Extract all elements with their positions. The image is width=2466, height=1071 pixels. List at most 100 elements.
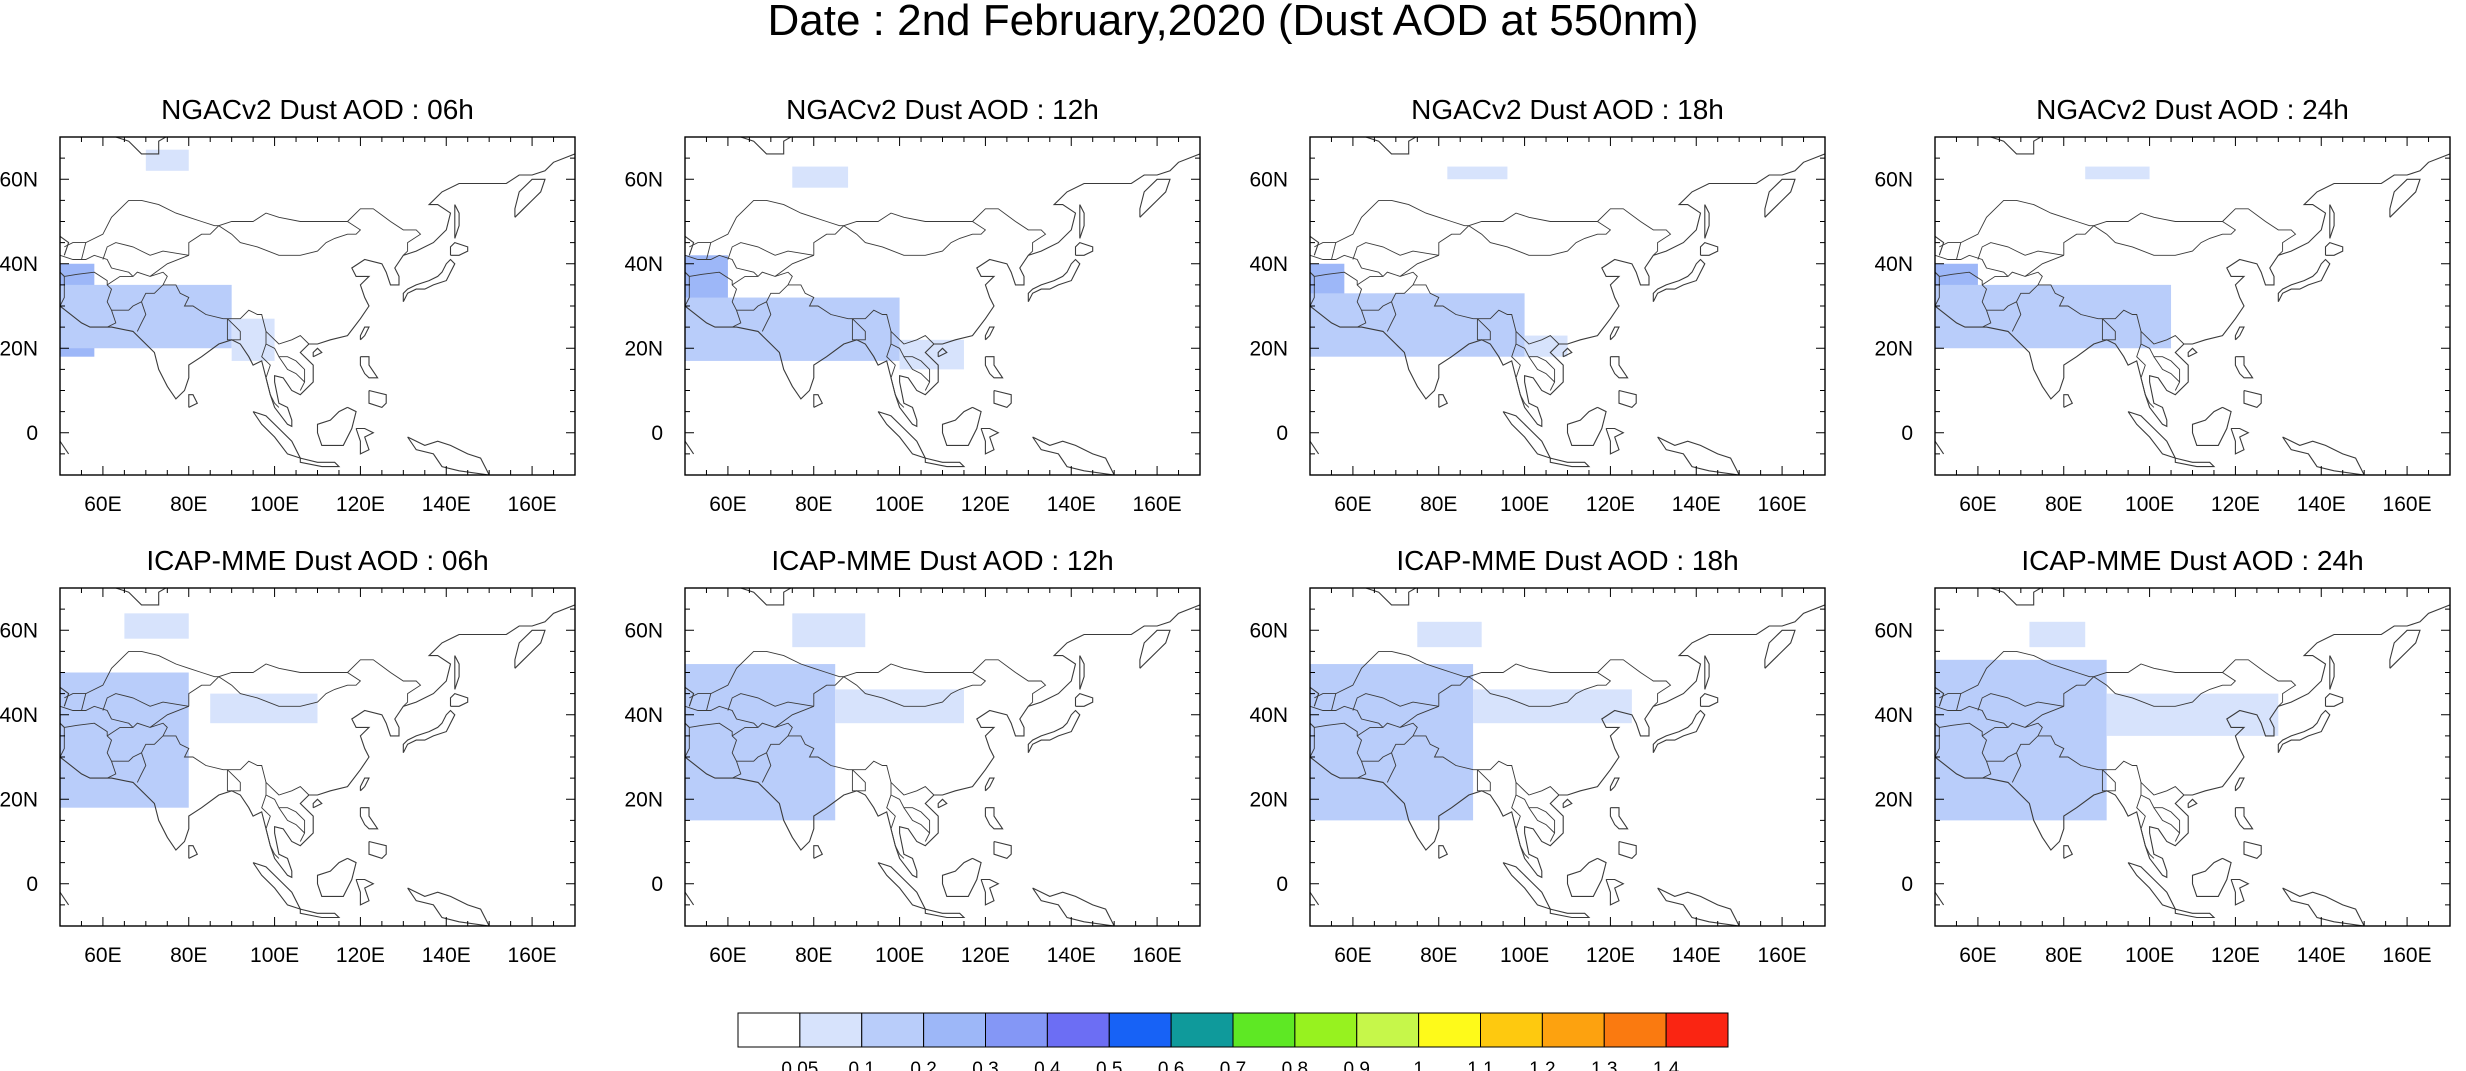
coastline: [924, 908, 966, 919]
y-tick-label: 20N: [1249, 788, 1288, 811]
coastline: [1079, 655, 1085, 690]
x-tick-label: 60E: [1959, 944, 1996, 967]
y-tick-label: 40N: [1249, 253, 1288, 276]
coastline: [2234, 777, 2245, 792]
coastline: [1764, 178, 1796, 218]
x-tick-label: 120E: [961, 493, 1010, 516]
coastline: [1935, 235, 1945, 256]
coastline: [1562, 798, 1573, 809]
country-border: [1515, 331, 1556, 391]
colorbar-tick-label: 0.05: [781, 1059, 818, 1071]
country-border: [710, 650, 844, 695]
coastline: [1609, 326, 1620, 341]
colorbar-tick-label: 1.4: [1653, 1059, 1680, 1071]
y-tick-label: 0: [651, 873, 663, 896]
coastline: [685, 262, 690, 277]
y-tick-label: 60N: [624, 168, 663, 191]
country-border: [149, 254, 189, 277]
x-tick-label: 60E: [709, 493, 746, 516]
colorbar-tick-label: 1.2: [1529, 1059, 1555, 1071]
coastline: [514, 178, 546, 218]
coastline: [1310, 153, 1825, 428]
y-tick-label: 20N: [0, 337, 38, 360]
country-border: [761, 752, 772, 783]
y-tick-label: 0: [1276, 873, 1288, 896]
coastline: [312, 798, 323, 809]
x-tick-label: 140E: [1047, 944, 1096, 967]
coastline: [937, 347, 948, 358]
coastline: [2324, 241, 2344, 256]
coastline: [1438, 845, 1449, 859]
country-border: [64, 271, 117, 328]
colorbar-swatch: [861, 1012, 925, 1048]
coastline: [2389, 629, 2421, 669]
y-tick-label: 20N: [0, 788, 38, 811]
coastline: [60, 686, 70, 707]
dust-aod-region: [1935, 284, 2172, 349]
country-border: [2024, 705, 2064, 728]
y-tick-label: 60N: [0, 619, 38, 642]
country-border: [2063, 659, 2297, 707]
country-border: [1977, 242, 2064, 260]
country-border: [1310, 254, 1384, 277]
coastline: [407, 887, 490, 926]
country-border: [2140, 782, 2181, 842]
colorbar-swatch: [1541, 1012, 1605, 1048]
coastline: [1364, 137, 1456, 155]
coastline: [449, 241, 469, 256]
colorbar-swatch: [1418, 1012, 1481, 1048]
coastline: [1618, 389, 1637, 409]
coastline: [1699, 692, 1719, 707]
country-border: [1511, 794, 1530, 859]
country-border: [60, 705, 134, 728]
coastline: [1074, 241, 1094, 256]
colorbar-swatch: [1108, 1012, 1172, 1048]
y-tick-label: 60N: [1249, 168, 1288, 191]
country-border: [1935, 276, 1940, 307]
coastline: [1566, 857, 1607, 897]
x-tick-label: 160E: [1133, 944, 1182, 967]
country-border: [64, 693, 87, 711]
coastline: [514, 629, 546, 669]
coastline: [2282, 887, 2365, 926]
map-panel: NGACv2 Dust AOD : 24h 60E 80E 100E 120E 140E 1…: [1874, 94, 2451, 516]
country-border: [1939, 271, 1992, 328]
country-border: [689, 722, 742, 779]
country-border: [685, 254, 759, 277]
y-tick-label: 40N: [1874, 253, 1913, 276]
country-border: [1468, 221, 1612, 256]
country-border: [1310, 705, 1384, 728]
country-border: [1413, 284, 1560, 345]
coastline: [2174, 457, 2216, 468]
country-border: [1314, 271, 1367, 328]
coastline: [2187, 347, 2198, 358]
coastline: [449, 692, 469, 707]
coastline: [1653, 474, 1710, 475]
coastline: [2234, 807, 2254, 830]
country-border: [163, 735, 310, 796]
coastline: [1139, 629, 1171, 669]
dust-aod-region: [2085, 166, 2150, 180]
x-tick-label: 120E: [2211, 493, 2260, 516]
coastline: [1657, 887, 1740, 926]
panel-title: NGACv2 Dust AOD : 18h: [1411, 94, 1724, 125]
country-border: [1386, 301, 1397, 332]
coastline: [1935, 440, 1945, 455]
coastline: [685, 604, 1200, 879]
panel-title: ICAP-MME Dust AOD : 24h: [2021, 545, 2363, 576]
plot-area: [1935, 588, 2450, 926]
coastline: [403, 474, 460, 475]
coastline: [685, 891, 695, 906]
y-tick-label: 40N: [624, 704, 663, 727]
coastline: [60, 440, 70, 455]
dust-aod-region: [145, 149, 189, 171]
x-tick-label: 160E: [2383, 944, 2432, 967]
coastline: [1310, 713, 1315, 728]
x-tick-label: 100E: [875, 493, 924, 516]
country-border: [163, 284, 310, 345]
country-border: [851, 318, 866, 341]
x-tick-label: 100E: [250, 493, 299, 516]
country-border: [727, 693, 814, 711]
coastline: [1562, 347, 1573, 358]
coastline: [2277, 258, 2331, 303]
